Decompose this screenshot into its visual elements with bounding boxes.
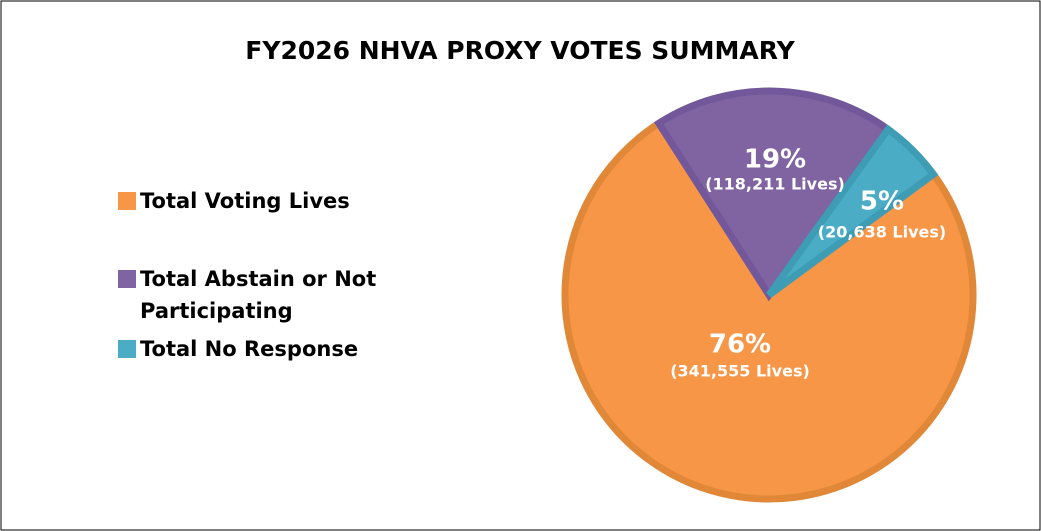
lives-label: (20,638 Lives) — [818, 223, 946, 242]
chart-title: FY2026 NHVA PROXY VOTES SUMMARY — [245, 36, 795, 65]
legend-item: Total Abstain or Not Participating — [118, 263, 408, 327]
value-label: 76% — [709, 330, 771, 360]
legend-item: Total Voting Lives — [118, 185, 408, 217]
pie-slice — [561, 118, 977, 503]
legend-label: Total Abstain or Not Participating — [140, 267, 377, 323]
value-label: 19% — [744, 145, 806, 175]
legend-item: Total No Response — [118, 333, 408, 365]
value-label: 5% — [860, 187, 904, 217]
legend-swatch — [118, 192, 136, 210]
legend-swatch — [118, 340, 136, 358]
lives-label: (118,211 Lives) — [705, 175, 845, 194]
legend-swatch — [118, 270, 136, 288]
pie-slice — [653, 87, 893, 302]
legend-label: Total No Response — [140, 337, 359, 361]
lives-label: (341,555 Lives) — [670, 362, 810, 381]
pie-slice — [766, 124, 939, 298]
legend: Total Voting Lives Total Abstain or Not P… — [118, 185, 408, 365]
legend-label: Total Voting Lives — [140, 189, 350, 213]
